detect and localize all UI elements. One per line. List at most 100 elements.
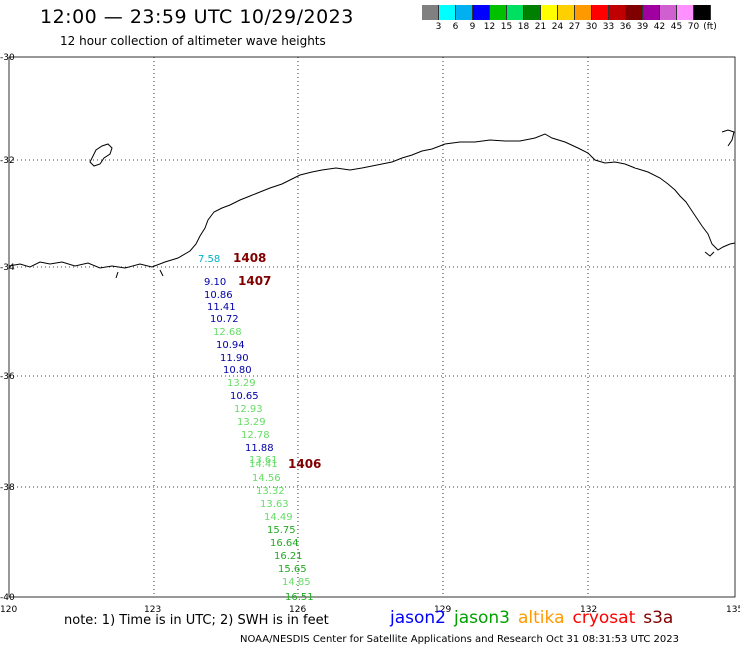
map-frame [8,56,736,598]
wave-height-label: 7.58 [198,254,220,265]
color-scale-label: 9 [469,22,476,32]
legend-entry-cryosat: cryosat [572,608,636,628]
wave-height-label: 13.63 [260,499,289,510]
color-scale-bar [422,5,711,20]
wave-height-label: 13.32 [256,486,285,497]
color-swatch [575,5,592,20]
wave-height-label: 11.41 [207,302,236,313]
color-swatch [677,5,694,20]
pass-label: 1407 [238,274,271,288]
color-swatch [456,5,473,20]
wave-height-label: 13.29 [237,417,266,428]
pass-label: 1406 [288,457,321,471]
wave-height-label: 16.64 [270,538,299,549]
wave-height-label: 11.90 [220,353,249,364]
longitude-label: 129 [434,605,451,615]
color-scale-label: 15 [500,22,513,32]
lat-lon-grid [9,57,735,597]
color-swatch [660,5,677,20]
color-scale-label: 24 [551,22,564,32]
color-scale-label: 39 [636,22,649,32]
longitude-label: 132 [580,605,597,615]
wave-height-label: 10.72 [210,314,239,325]
wave-height-label: 11.88 [245,443,274,454]
latitude-labels: -30 -32 -34 -36 -38 -40 [0,53,15,603]
color-scale-label: 18 [517,22,530,32]
latitude-label: -40 [0,593,15,603]
color-swatch [439,5,456,20]
satellite-pass-labels: 1408 1407 1406 [233,251,321,471]
longitude-labels: 120 123 126 129 132 135 [0,605,740,615]
longitude-label: 123 [144,605,161,615]
wave-height-label: 10.86 [204,290,233,301]
color-scale-label: 12 [483,22,496,32]
color-swatch [643,5,660,20]
latitude-label: -34 [0,263,15,273]
wave-height-label: 12.78 [241,430,270,441]
color-swatch [524,5,541,20]
wave-height-label: 13.29 [227,378,256,389]
legend-entry-jason2: jason2 [390,608,446,628]
latitude-label: -32 [0,156,15,166]
color-swatch [422,5,439,20]
color-scale-label: 42 [653,22,666,32]
wave-height-label: 13.61 [249,455,278,466]
island-recherche [89,143,113,167]
legend-entry-s3a: s3a [643,608,674,628]
coastline-australia-south [8,133,736,269]
legend-entry-altika: altika [518,608,565,628]
satellite-legend: jason2 jason3 altika cryosat s3a [390,608,681,628]
wave-height-label: 16.51 [285,592,314,603]
color-swatch [609,5,626,20]
wave-height-label: 12.68 [213,327,242,338]
wave-height-label: 14.56 [252,473,281,484]
longitude-label: 120 [0,605,17,615]
latitude-label: -30 [0,53,15,63]
wave-height-label: 9.10 [204,277,226,288]
wave-height-readings: 7.589.1010.8611.4110.7212.6810.9411.9010… [198,254,314,603]
color-scale-label: 27 [568,22,581,32]
island-east-edge [721,129,735,147]
color-scale-label: 6 [452,22,459,32]
legend-entry-jason3: jason3 [454,608,510,628]
wave-height-label: 14.41 [249,459,278,470]
color-swatch [507,5,524,20]
pass-label: 1408 [233,251,266,265]
wave-height-label: 15.75 [267,525,296,536]
color-swatch [626,5,643,20]
wave-height-label: 12.93 [234,404,263,415]
reef-marks [115,269,164,279]
latitude-label: -36 [0,372,15,382]
color-swatch [490,5,507,20]
color-scale-label: 45 [670,22,683,32]
color-swatch [694,5,711,20]
color-scale-label: 21 [534,22,547,32]
color-swatch [541,5,558,20]
longitude-label: 126 [289,605,306,615]
wave-height-label: 14.49 [264,512,293,523]
longitude-label: 135 [726,605,740,615]
color-scale-label: 36 [619,22,632,32]
wave-height-label: 16.21 [274,551,303,562]
color-scale-label: 3 [435,22,442,32]
wave-height-label: 15.65 [278,564,307,575]
color-swatch [592,5,609,20]
wave-height-label: 14.85 [282,577,311,588]
page-title: 12:00 — 23:59 UTC 10/29/2023 [40,6,354,28]
coastline-notch [704,251,715,257]
credit-line: NOAA/NESDIS Center for Satellite Applica… [240,634,679,645]
color-swatch [473,5,490,20]
color-scale-label: 70 [687,22,700,32]
color-scale-label: 33 [602,22,615,32]
color-scale-label: 30 [585,22,598,32]
color-swatch [558,5,575,20]
wave-height-label: 10.94 [216,340,245,351]
page-subtitle: 12 hour collection of altimeter wave hei… [60,34,326,48]
wave-height-label: 10.65 [230,391,259,402]
footer-note: note: 1) Time is in UTC; 2) SWH is in fe… [64,613,329,628]
wave-height-label: 10.80 [223,365,252,376]
color-scale-labels: 3 6 9 12 15 18 21 24 27 30 33 36 39 42 45 70 (ft) [422,22,740,34]
color-scale-unit: (ft) [703,22,717,32]
latitude-label: -38 [0,483,15,493]
